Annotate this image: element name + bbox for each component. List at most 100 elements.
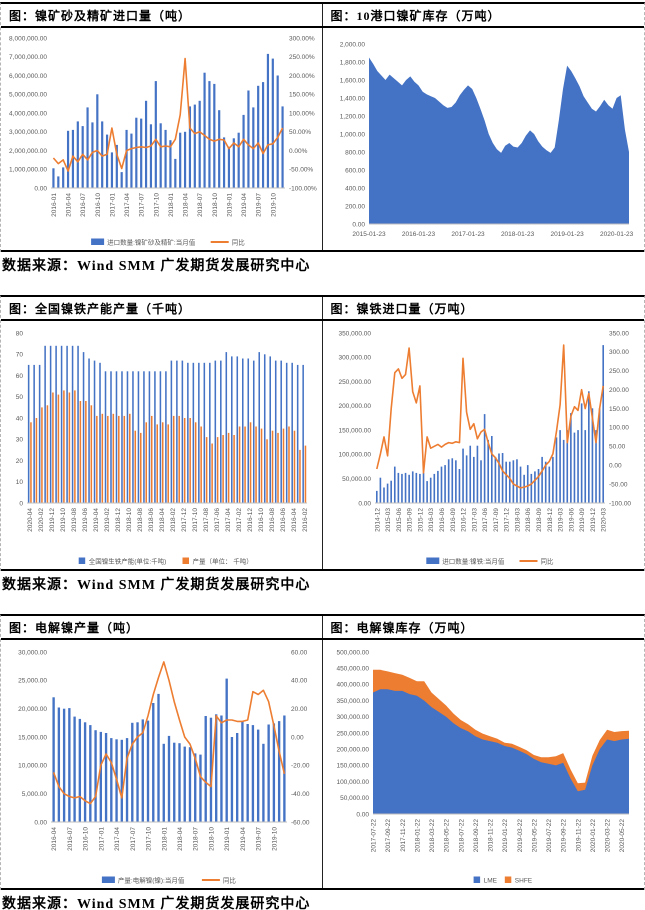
svg-text:20,000.00: 20,000.00 [18, 706, 47, 713]
svg-text:200,000.00: 200,000.00 [339, 403, 372, 410]
svg-text:250.00%: 250.00% [289, 54, 315, 61]
data-source-caption: 数据来源：Wind SMM 广发期货发展研究中心 [2, 897, 311, 910]
svg-text:2018-10: 2018-10 [209, 827, 216, 851]
svg-text:2018-01: 2018-01 [162, 827, 169, 851]
port-nickel-inventory-chart-canvas: 2,000.00 1,800.00 1,600.00 1,400.00 1,200.00… [340, 41, 634, 238]
svg-text:80: 80 [16, 330, 24, 337]
svg-text:2018-10: 2018-10 [212, 193, 219, 217]
svg-text:2018-04: 2018-04 [183, 193, 190, 217]
nickel-ore-import-chart-canvas: 8,000,000.00 7,000,000.00 6,000,000.00 5,00… [9, 35, 317, 246]
svg-text:2019-09: 2019-09 [579, 508, 586, 532]
svg-text:2017-07-22: 2017-07-22 [371, 819, 378, 853]
svg-text:2016-04: 2016-04 [66, 193, 73, 217]
svg-text:2018-08: 2018-08 [137, 508, 144, 532]
svg-text:2017-01: 2017-01 [110, 193, 117, 217]
report-section-3: 图：电解镍产量（吨） 图：电解镍库存（万吨） 30,000.00 25,000.0… [0, 614, 645, 910]
svg-text:350,000.00: 350,000.00 [339, 330, 372, 337]
svg-text:2016-04: 2016-04 [51, 827, 58, 851]
svg-text:2017-10: 2017-10 [154, 193, 161, 217]
svg-text:400.00: 400.00 [345, 185, 365, 192]
svg-text:20: 20 [16, 458, 24, 465]
svg-text:2019-07-22: 2019-07-22 [546, 819, 553, 853]
svg-text:2017-07: 2017-07 [130, 827, 137, 851]
svg-text:2019-10: 2019-10 [272, 827, 279, 851]
svg-text:8,000,000.00: 8,000,000.00 [9, 35, 47, 42]
svg-text:2019-01-23: 2019-01-23 [551, 231, 585, 238]
nickel-ore-import-chart: 8,000,000.00 7,000,000.00 6,000,000.00 5,00… [1, 28, 323, 250]
svg-text:2015-12: 2015-12 [418, 508, 425, 532]
svg-text:40: 40 [16, 415, 24, 422]
svg-text:30: 30 [16, 437, 24, 444]
svg-text:2017-02: 2017-02 [236, 508, 243, 532]
svg-text:2020-03: 2020-03 [601, 508, 608, 532]
chart-title-port-inventory: 图：10港口镍矿库存（万吨） [330, 9, 501, 23]
svg-text:50,000.00: 50,000.00 [342, 476, 371, 483]
svg-text:2017-12: 2017-12 [181, 508, 188, 532]
svg-text:1,000.00: 1,000.00 [340, 131, 366, 138]
svg-text:2018-09-22: 2018-09-22 [473, 819, 480, 853]
svg-text:2019-06: 2019-06 [569, 508, 576, 532]
svg-text:60.00: 60.00 [291, 649, 308, 656]
svg-text:0.00: 0.00 [353, 221, 366, 228]
svg-text:50,000.00: 50,000.00 [340, 795, 369, 802]
svg-text:4,000,000.00: 4,000,000.00 [9, 110, 47, 117]
svg-text:2016-04: 2016-04 [291, 508, 298, 532]
svg-text:2019-03-22: 2019-03-22 [517, 819, 524, 853]
svg-text:2018-04: 2018-04 [159, 508, 166, 532]
svg-text:2016-10: 2016-10 [83, 827, 90, 851]
chart-title-electrolytic-nickel-inventory: 图：电解镍库存（万吨） [330, 621, 474, 635]
svg-text:600.00: 600.00 [345, 167, 365, 174]
svg-text:LME: LME [484, 878, 498, 885]
svg-text:同比: 同比 [223, 876, 237, 885]
svg-text:2019-12: 2019-12 [590, 508, 597, 532]
svg-text:同比: 同比 [541, 557, 555, 566]
electrolytic-nickel-inventory-chart: 500,000.00 450,000.00 400,000.00 350,000.00… [322, 640, 644, 888]
svg-text:2017-04: 2017-04 [225, 508, 232, 532]
svg-text:2019-01-22: 2019-01-22 [502, 819, 509, 853]
svg-text:2020-05-22: 2020-05-22 [619, 819, 626, 853]
svg-text:50.00%: 50.00% [289, 129, 311, 136]
svg-text:300.00%: 300.00% [289, 35, 315, 42]
svg-text:7,000,000.00: 7,000,000.00 [9, 54, 47, 61]
svg-text:2020-01-22: 2020-01-22 [590, 819, 597, 853]
svg-text:2,000,000.00: 2,000,000.00 [9, 148, 47, 155]
svg-text:0.00: 0.00 [609, 463, 622, 470]
svg-text:1,000,000.00: 1,000,000.00 [9, 167, 47, 174]
svg-text:50.00: 50.00 [609, 444, 626, 451]
svg-text:2016-01: 2016-01 [51, 193, 58, 217]
svg-text:150.00%: 150.00% [289, 92, 315, 99]
svg-text:2018-12: 2018-12 [547, 508, 554, 532]
svg-text:250.00: 250.00 [609, 368, 629, 375]
svg-text:6,000,000.00: 6,000,000.00 [9, 73, 47, 80]
svg-text:1,600.00: 1,600.00 [340, 77, 366, 84]
svg-text:产量:电解镍(镍):当月值: 产量:电解镍(镍):当月值 [118, 876, 185, 885]
svg-text:2019-05-22: 2019-05-22 [532, 819, 539, 853]
svg-text:-40.00: -40.00 [291, 791, 310, 798]
svg-text:2017-06: 2017-06 [482, 508, 489, 532]
svg-text:2019-11-22: 2019-11-22 [576, 819, 583, 852]
electrolytic-nickel-inventory-chart-canvas: 500,000.00 450,000.00 400,000.00 350,000.00… [337, 649, 630, 885]
chart-title-nickel-ore-imports: 图：镍矿砂及精矿进口量（吨） [1, 4, 323, 26]
svg-text:2016-07: 2016-07 [80, 193, 87, 217]
svg-text:2018-06: 2018-06 [148, 508, 155, 532]
svg-text:全国镍生铁产能(单位:千吨): 全国镍生铁产能(单位:千吨) [89, 557, 167, 566]
svg-text:60: 60 [16, 373, 24, 380]
svg-text:20.00: 20.00 [291, 706, 308, 713]
svg-text:300,000.00: 300,000.00 [337, 714, 370, 721]
svg-text:200.00: 200.00 [345, 203, 365, 210]
svg-text:0.00%: 0.00% [289, 148, 308, 155]
svg-text:2020-03-22: 2020-03-22 [605, 819, 612, 853]
svg-text:2019-07: 2019-07 [256, 193, 263, 217]
svg-text:2018-03-22: 2018-03-22 [429, 819, 436, 853]
svg-text:2017-10: 2017-10 [146, 827, 153, 851]
svg-text:250,000.00: 250,000.00 [339, 379, 372, 386]
svg-text:2019-08: 2019-08 [71, 508, 78, 532]
svg-text:2018-01-23: 2018-01-23 [501, 231, 535, 238]
svg-text:350,000.00: 350,000.00 [337, 698, 370, 705]
svg-text:2018-09: 2018-09 [536, 508, 543, 532]
svg-text:2018-05-22: 2018-05-22 [444, 819, 451, 853]
svg-text:SHFE: SHFE [515, 878, 533, 885]
svg-text:100,000.00: 100,000.00 [339, 452, 372, 459]
